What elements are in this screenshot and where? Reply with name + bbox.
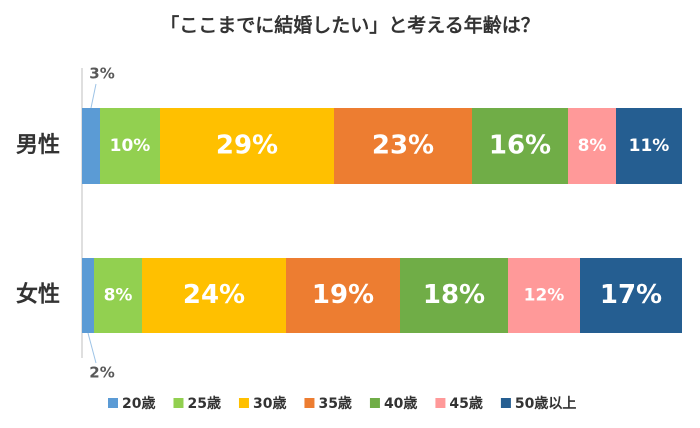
- bar-segment: [400, 258, 508, 333]
- bar-segment: [568, 108, 616, 184]
- legend-swatch: [500, 398, 511, 408]
- bar-segment: [334, 108, 472, 184]
- leader-line: [90, 83, 97, 109]
- category-label: 男性: [16, 133, 60, 158]
- data-label: 8%: [578, 136, 607, 156]
- bar-segment: [100, 108, 160, 184]
- bar-segment: [94, 258, 142, 333]
- data-label: 17%: [600, 280, 662, 310]
- chart-title: 「ここまでに結婚したい」と考える年齢は？: [160, 14, 539, 37]
- legend-swatch: [108, 398, 118, 408]
- data-label: 10%: [110, 136, 151, 156]
- legend-label: 50歳以上: [515, 395, 576, 412]
- data-label: 11%: [629, 136, 670, 156]
- bar-segment: [160, 108, 334, 184]
- legend-swatch: [304, 398, 315, 408]
- bar-segment: [82, 108, 100, 184]
- bar-segment: [580, 258, 682, 333]
- legend-label: 35歳: [318, 395, 351, 412]
- leader-line: [87, 332, 97, 364]
- legend-label: 40歳: [384, 395, 417, 412]
- data-label: 12%: [524, 286, 565, 306]
- data-label: 24%: [183, 280, 245, 310]
- bar-segment: [616, 108, 682, 184]
- legend-swatch: [435, 398, 446, 408]
- legend-label: 30歳: [253, 395, 286, 412]
- bar-segment: [286, 258, 400, 333]
- legend-swatch: [238, 398, 249, 408]
- legend-label: 25歳: [187, 395, 220, 412]
- legend-label: 20歳: [122, 395, 155, 412]
- data-label: 16%: [489, 131, 551, 161]
- category-label: 女性: [16, 282, 60, 308]
- bar-segment: [142, 258, 286, 333]
- data-label: 8%: [104, 286, 133, 306]
- data-label: 3%: [89, 65, 114, 83]
- data-label: 19%: [312, 280, 374, 310]
- bar-segment: [82, 258, 94, 333]
- data-label: 23%: [372, 131, 434, 161]
- bar-segment: [508, 258, 580, 333]
- bar-segment: [472, 108, 568, 184]
- legend-swatch: [369, 398, 380, 408]
- data-label: 18%: [423, 280, 485, 310]
- legend-swatch: [173, 398, 184, 408]
- data-label: 29%: [216, 131, 278, 161]
- legend-label: 45歳: [449, 395, 482, 412]
- data-label: 2%: [89, 364, 114, 382]
